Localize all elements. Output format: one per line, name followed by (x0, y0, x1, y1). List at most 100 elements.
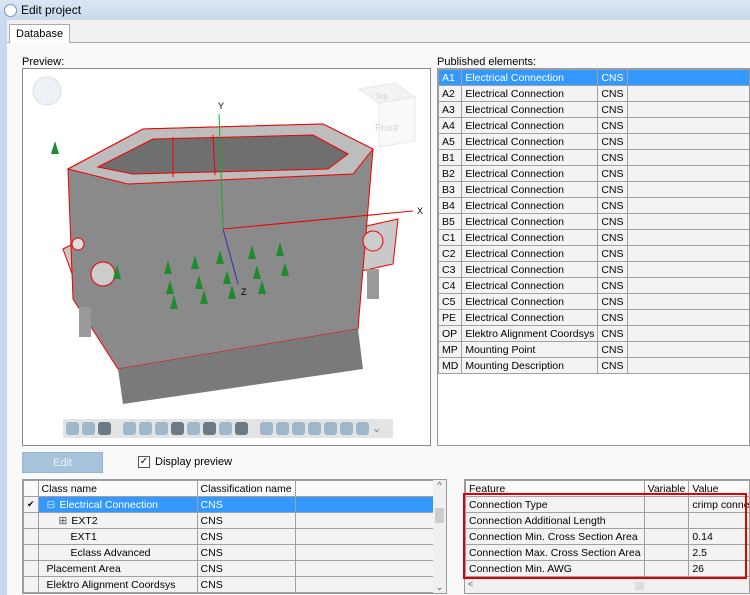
list-item[interactable]: C1 Electrical Connection CNS (438, 229, 749, 246)
list-item[interactable]: MD Mounting Description CNS (438, 357, 749, 374)
expand-icon[interactable]: ⊞ (58, 514, 68, 527)
vertical-scrollbar[interactable]: ^ ⌄ (433, 480, 446, 593)
empty-cell (294, 528, 436, 545)
column-header-classification[interactable]: Classification name (196, 480, 296, 497)
display-preview-checkbox[interactable]: ✓ Display preview (138, 456, 232, 468)
table-row[interactable]: Connection Min. AWG 26 (465, 560, 749, 577)
scroll-thumb[interactable] (435, 508, 444, 523)
view-iso-icon[interactable] (356, 422, 369, 435)
list-item[interactable]: A4 Electrical Connection CNS (438, 117, 749, 134)
row-checkbox[interactable] (23, 512, 39, 529)
shaded-icon[interactable] (82, 422, 95, 435)
empty-cell (626, 277, 749, 294)
table-row[interactable]: Connection Additional Length (465, 512, 749, 529)
table-row[interactable]: EXT1 CNS (23, 528, 436, 545)
feature-variable (643, 512, 690, 529)
view-right-icon[interactable] (308, 422, 321, 435)
checkbox[interactable]: ✓ (138, 456, 150, 468)
view-left-icon[interactable] (292, 422, 305, 435)
feature-table[interactable]: Feature Variable Value Connection Type crimp… (464, 479, 750, 594)
list-item[interactable]: MP Mounting Point CNS (438, 341, 749, 358)
list-item[interactable]: A1 Electrical Connection CNS (438, 69, 749, 86)
dimension-icon[interactable] (203, 422, 216, 435)
empty-cell (626, 341, 749, 358)
list-item[interactable]: A2 Electrical Connection CNS (438, 85, 749, 102)
classification-name: CNS (196, 496, 296, 513)
element-name: Electrical Connection (461, 69, 599, 86)
element-name: Electrical Connection (461, 213, 599, 230)
element-id: MD (438, 357, 463, 374)
tab-database[interactable]: Database (9, 24, 71, 43)
list-item[interactable]: A5 Electrical Connection CNS (438, 133, 749, 150)
element-classification: CNS (597, 197, 628, 214)
edit-button[interactable]: Edit (22, 452, 103, 473)
list-item[interactable]: C3 Electrical Connection CNS (438, 261, 749, 278)
column-header-variable[interactable]: Variable (643, 480, 690, 497)
view-back-icon[interactable] (276, 422, 289, 435)
empty-cell (294, 544, 436, 561)
row-checkbox[interactable] (23, 544, 39, 561)
list-item[interactable]: B4 Electrical Connection CNS (438, 197, 749, 214)
list-item[interactable]: A3 Electrical Connection CNS (438, 101, 749, 118)
horizontal-scrollbar[interactable]: < (465, 579, 749, 593)
row-checkbox[interactable] (23, 528, 39, 545)
feature-name: Connection Min. Cross Section Area (465, 528, 645, 545)
wireframe-icon[interactable] (98, 422, 111, 435)
element-id: A1 (438, 69, 463, 86)
class-name-cell: EXT1 (37, 528, 198, 545)
row-checkbox[interactable] (23, 576, 39, 593)
coordinate-icon[interactable] (235, 422, 248, 435)
measure-icon[interactable] (171, 422, 184, 435)
class-table[interactable]: Class name Classification name ✔ ⊟ Electrica… (22, 479, 447, 594)
class-name-cell: Placement Area (37, 560, 198, 577)
table-row[interactable]: Connection Max. Cross Section Area 2.5 (465, 544, 749, 561)
rotate-icon[interactable] (139, 422, 152, 435)
view-front-icon[interactable] (260, 422, 273, 435)
element-id: B2 (438, 165, 463, 182)
element-name: Electrical Connection (461, 101, 599, 118)
table-row[interactable]: Eclass Advanced CNS (23, 544, 436, 561)
empty-cell (626, 261, 749, 278)
list-item[interactable]: C4 Electrical Connection CNS (438, 277, 749, 294)
table-row[interactable]: Placement Area CNS (23, 560, 436, 577)
empty-cell (626, 197, 749, 214)
table-row[interactable]: Connection Type crimp connection (465, 496, 749, 513)
chevron-down-icon[interactable]: ⌄ (372, 423, 382, 435)
svg-text:Z: Z (241, 287, 247, 297)
column-header-feature[interactable]: Feature (465, 480, 645, 497)
class-name: EXT2 (71, 514, 98, 527)
column-header-empty (294, 480, 436, 497)
collapse-icon[interactable]: ⊟ (46, 498, 56, 511)
list-item[interactable]: OP Elektro Alignment Coordsys CNS (438, 325, 749, 342)
view-top-icon[interactable] (324, 422, 337, 435)
empty-cell (626, 213, 749, 230)
element-name: Electrical Connection (461, 181, 599, 198)
zoom-icon[interactable] (123, 422, 136, 435)
list-item[interactable]: B2 Electrical Connection CNS (438, 165, 749, 182)
published-elements-list[interactable]: A1 Electrical Connection CNS A2 Electrical C… (437, 68, 750, 446)
table-row[interactable]: Connection Min. Cross Section Area 0.14 (465, 528, 749, 545)
texture-icon[interactable] (219, 422, 232, 435)
table-row[interactable]: ⊞ EXT2 CNS (23, 512, 436, 529)
list-item[interactable]: B3 Electrical Connection CNS (438, 181, 749, 198)
explode-icon[interactable] (187, 422, 200, 435)
list-item[interactable]: B1 Electrical Connection CNS (438, 149, 749, 166)
row-checkbox[interactable]: ✔ (23, 496, 39, 513)
table-row[interactable]: ✔ ⊟ Electrical Connection CNS (23, 496, 436, 513)
table-row[interactable]: Elektro Alignment Coordsys CNS (23, 576, 436, 593)
list-item[interactable]: PE Electrical Connection CNS (438, 309, 749, 326)
element-id: B5 (438, 213, 463, 230)
list-item[interactable]: B5 Electrical Connection CNS (438, 213, 749, 230)
empty-cell (626, 149, 749, 166)
element-classification: CNS (597, 213, 628, 230)
column-header-class-name[interactable]: Class name (37, 480, 198, 497)
svg-text:X: X (417, 206, 423, 216)
view-mode-icon[interactable] (66, 422, 79, 435)
view-bottom-icon[interactable] (340, 422, 353, 435)
feature-variable (643, 528, 690, 545)
row-checkbox[interactable] (23, 560, 39, 577)
3d-preview-viewport[interactable]: Top Front X Y Z (22, 68, 431, 446)
list-item[interactable]: C2 Electrical Connection CNS (438, 245, 749, 262)
list-item[interactable]: C5 Electrical Connection CNS (438, 293, 749, 310)
section-icon[interactable] (155, 422, 168, 435)
